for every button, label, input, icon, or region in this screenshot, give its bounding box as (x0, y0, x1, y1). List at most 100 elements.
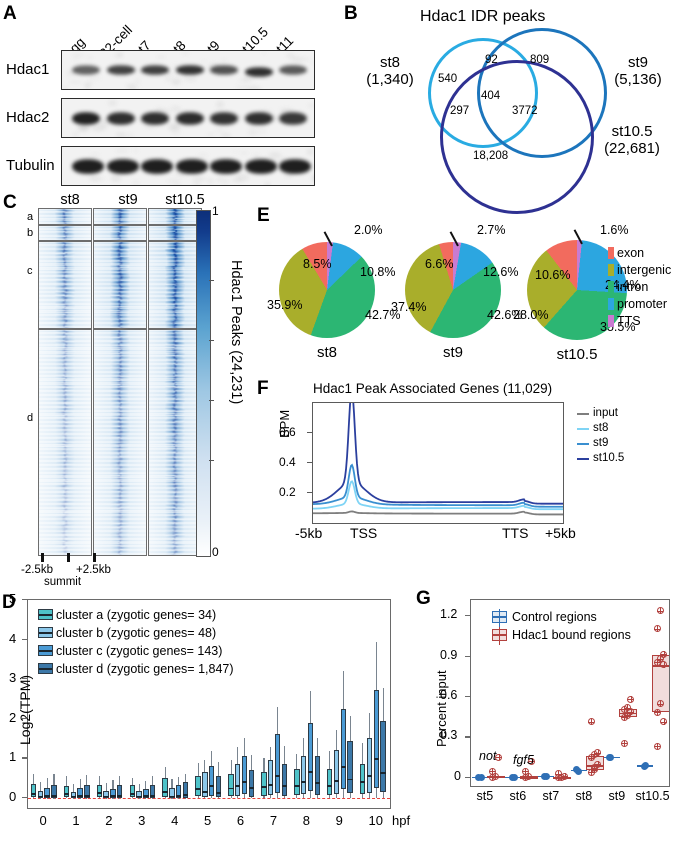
blot-band-halo (244, 111, 274, 126)
pie-legend-swatch-intron (608, 281, 614, 293)
blot-band-halo (71, 64, 101, 76)
heatmap-cell-st10.5-cluster-a (148, 208, 202, 225)
boxplot-whisker-upper (178, 777, 179, 785)
boxplot-box-cluster-a-8 (294, 769, 299, 795)
panel-a-western-blot: A egg32-cellst7st8st9st10.5st11 Hdac1Hda… (0, 0, 340, 190)
boxplot-whisker-upper (343, 671, 344, 709)
panel-c-heatmap: C st8 st9 st10.5 a b c d 1 0 Hdac1 Peaks… (0, 190, 258, 590)
panel-g-label: G (416, 589, 431, 608)
qpcr-hdac1-point (489, 768, 496, 775)
blot-noise (184, 78, 197, 81)
boxplot-box-cluster-a-4 (162, 778, 167, 797)
boxplot-whisker-upper (270, 747, 271, 761)
boxplot-box-cluster-b-7 (268, 760, 273, 794)
boxplot-whisker-lower (369, 793, 370, 798)
boxplot-whisker-lower (198, 796, 199, 798)
pie-legend-label-exon: exon (617, 246, 644, 260)
boxplot-whisker-upper (237, 747, 238, 765)
blot-noise (172, 78, 181, 83)
boxplot-median (301, 781, 306, 783)
qpcr-ytick-mark (465, 736, 470, 737)
boxplot-whisker-upper (244, 738, 245, 755)
boxplot-median (176, 795, 181, 797)
boxplot-median (44, 795, 49, 797)
blot-noise (291, 57, 305, 63)
pie-title-st8: st8 (287, 344, 367, 361)
blot-noise (221, 133, 231, 138)
boxplot-whisker-lower (251, 797, 252, 799)
boxplot-whisker-upper (362, 743, 363, 765)
qpcr-hdac1-point (657, 607, 664, 614)
boxplot-median (216, 792, 221, 794)
blot-band-halo (209, 158, 243, 175)
profile-x-tick-right: +5kb (545, 525, 576, 541)
pie-legend-label-promoter: promoter (617, 297, 667, 311)
blot-noise (201, 60, 208, 62)
boxplot-ytick-1: 1 (9, 749, 16, 764)
boxplot-whisker-lower (237, 796, 238, 798)
blot-band-halo (106, 158, 140, 175)
boxplot-ytick-4: 4 (9, 631, 16, 646)
boxplot-whisker-lower (343, 789, 344, 798)
boxplot-median (268, 784, 273, 786)
boxplot-whisker-lower (350, 793, 351, 798)
pie-legend-label-TTS: TTS (617, 314, 641, 328)
qpcr-control-point (607, 754, 614, 761)
boxplot-whisker-lower (310, 791, 311, 798)
boxplot-xtick-7: 7 (270, 813, 277, 828)
boxplot-median (117, 795, 122, 797)
qpcr-legend-swatch-1 (492, 629, 507, 641)
boxplot-box-cluster-d-6 (249, 770, 254, 796)
colorbar-title: Hdac1 Peaks (24,231) (228, 260, 244, 404)
boxplot-xtick-6: 6 (237, 813, 244, 828)
qpcr-control-point (573, 766, 580, 773)
venn-label-st10-total: (22,681) (604, 140, 660, 157)
heatmap-cell-st9-cluster-d (93, 329, 147, 556)
boxplot-box-cluster-c-5 (209, 766, 214, 797)
boxplot-box-cluster-b-9 (334, 750, 339, 794)
blot-noise (135, 78, 141, 85)
profile-title: Hdac1 Peak Associated Genes (11,029) (313, 381, 552, 396)
boxplot-ytick-mark (22, 599, 27, 600)
qpcr-hdac1-point (654, 743, 661, 750)
blot-noise (307, 149, 313, 155)
heatmap-cluster-label-d: d (27, 412, 33, 424)
boxplot-median (51, 795, 56, 797)
boxplot-box-cluster-c-8 (308, 723, 313, 791)
boxplot-whisker-lower (296, 795, 297, 798)
blot-band-halo (278, 111, 308, 126)
blot-noise (182, 52, 189, 54)
boxplot-xtick-0: 0 (39, 813, 46, 828)
boxplot-median (64, 793, 69, 795)
pie-slice-label-st9-TTS: 2.7% (477, 223, 506, 237)
profile-plot-area (312, 402, 564, 524)
blot-noise (192, 177, 206, 181)
boxplot-box-cluster-a-9 (327, 769, 332, 795)
blot-band-halo (244, 158, 278, 175)
blot-noise (305, 58, 310, 61)
venn-label-st9-name: st9 (628, 54, 648, 71)
venn-label-st10: st10.5 (22,681) (589, 124, 675, 158)
profile-curve-input (313, 511, 563, 514)
qpcr-legend-whisker (499, 627, 500, 645)
qpcr-hdac1-point (660, 718, 667, 725)
qpcr-legend-swatch-0 (492, 611, 507, 623)
boxplot-box-cluster-c-9 (341, 709, 346, 790)
venn-label-st8: st8 (1,340) (358, 55, 422, 89)
pie-slice-label-st10.5-TTS: 1.6% (600, 223, 629, 237)
pie-legend-label-intergenic: intergenic (617, 263, 671, 277)
blot-noise (312, 61, 315, 65)
boxplot-whisker-lower (362, 794, 363, 798)
boxplot-median (275, 775, 280, 777)
blot-band-halo (278, 64, 308, 76)
boxplot-median (235, 785, 240, 787)
blot-box-tubulin (61, 146, 315, 186)
boxplot-whisker-upper (33, 774, 34, 785)
boxplot-legend-swatch-3 (38, 663, 53, 674)
boxplot-legend-label-3: cluster d (zygotic genes= 1,847) (56, 662, 234, 676)
blot-band-halo (244, 66, 274, 78)
blot-noise (115, 148, 129, 153)
blot-noise (87, 56, 93, 59)
boxplot-whisker-upper (211, 751, 212, 765)
boxplot-whisker-lower (244, 794, 245, 798)
